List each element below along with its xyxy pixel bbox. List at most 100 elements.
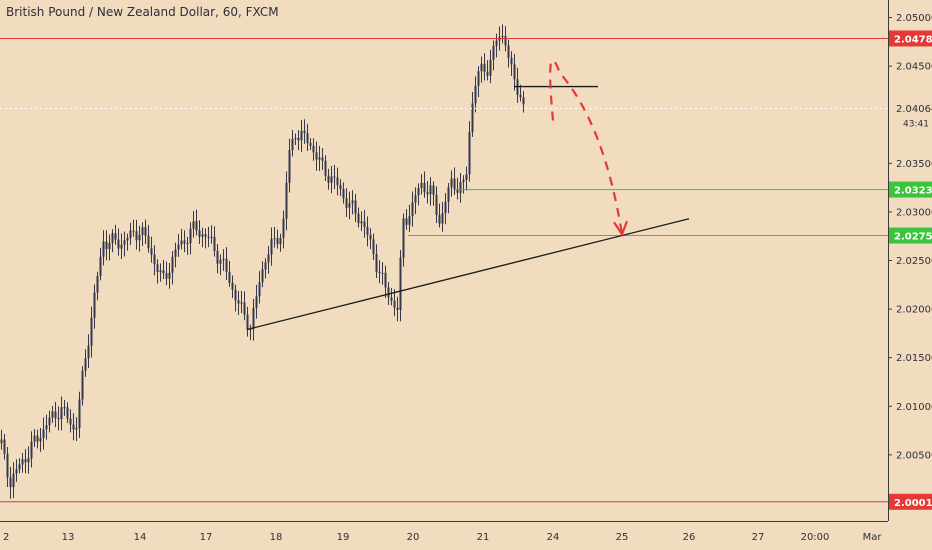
candle-body	[15, 469, 18, 474]
candle-body	[144, 227, 147, 236]
candle-body	[36, 435, 39, 442]
candle-body	[336, 177, 339, 185]
time-tick-label: 20	[407, 532, 420, 543]
candle-body	[75, 427, 78, 430]
candle-body	[420, 182, 423, 188]
candle-body	[186, 243, 189, 245]
candle-body	[3, 439, 6, 454]
candle-body	[438, 214, 441, 224]
candle-body	[225, 258, 228, 272]
price-tick-label: 2.03000	[896, 207, 932, 218]
candle-body	[495, 40, 498, 46]
price-tick-label: 2.00500	[896, 450, 932, 461]
candle-body	[21, 459, 24, 465]
time-tick-label: 27	[752, 532, 765, 543]
candle-body	[117, 239, 120, 249]
time-tick-label: 17	[200, 532, 213, 543]
candle-body	[501, 36, 504, 38]
candle-body	[192, 221, 195, 229]
candle-body	[411, 202, 414, 217]
candle-body	[252, 307, 255, 330]
candle-body	[33, 435, 36, 442]
candle-body	[96, 276, 99, 293]
candle-body	[351, 200, 354, 204]
time-tick-label: 26	[683, 532, 696, 543]
candle-body	[519, 94, 522, 98]
candle-body	[0, 439, 3, 444]
candle-body	[447, 187, 450, 202]
candle-body	[375, 254, 378, 272]
candle-body	[9, 477, 12, 488]
candle-body	[195, 221, 198, 231]
candle-body	[246, 314, 249, 330]
candle-body	[54, 411, 57, 419]
candle-body	[339, 184, 342, 190]
candle-body	[474, 85, 477, 104]
candle-body	[363, 221, 366, 227]
projection-path[interactable]	[549, 59, 624, 235]
candle-body	[255, 296, 258, 308]
candle-body	[318, 157, 321, 160]
candle-body	[123, 240, 126, 245]
candle-body	[165, 273, 168, 279]
price-tick-label: 2.01000	[896, 402, 932, 413]
trendline[interactable]	[246, 218, 690, 331]
candle-body	[60, 407, 63, 420]
price-badge-label: 2.04785	[894, 34, 932, 45]
candle-body	[180, 240, 183, 245]
candle-body	[222, 258, 225, 260]
price-badge	[889, 181, 932, 198]
bar-countdown: 43:41	[903, 120, 929, 130]
candle-body	[462, 179, 465, 182]
candle-body	[522, 97, 525, 105]
candle-body	[306, 133, 309, 144]
candle-body	[435, 194, 438, 215]
price-axis[interactable]	[888, 0, 932, 550]
candle-body	[507, 45, 510, 58]
candle-body	[279, 237, 282, 245]
candle-body	[30, 441, 33, 459]
candle-body	[396, 307, 399, 310]
candle-body	[159, 270, 162, 273]
candle-body	[63, 407, 66, 409]
price-tick-label: 2.04500	[896, 62, 932, 73]
candle-body	[471, 103, 474, 132]
candle-body	[297, 138, 300, 141]
candle-body	[57, 418, 60, 420]
candle-body	[480, 63, 483, 72]
candle-body	[333, 176, 336, 178]
candle-body	[156, 264, 159, 273]
price-badge-label: 2.00017	[894, 498, 932, 509]
candle-body	[183, 240, 186, 244]
candle-body	[513, 64, 516, 80]
candle-body	[489, 59, 492, 76]
candle-body	[138, 234, 141, 241]
candle-body	[129, 230, 132, 239]
candle-body	[303, 130, 306, 134]
candle-body	[132, 230, 135, 232]
candle-body	[162, 270, 165, 274]
time-tick-label: 13	[62, 532, 75, 543]
candle-body	[66, 407, 69, 419]
candle-body	[417, 187, 420, 196]
candle-body	[315, 152, 318, 160]
candle-body	[135, 231, 138, 241]
candle-body	[102, 241, 105, 257]
candle-body	[360, 221, 363, 224]
candle-body	[231, 282, 234, 290]
candle-body	[405, 218, 408, 225]
candle-body	[465, 174, 468, 180]
candle-body	[444, 201, 447, 214]
candle-body	[504, 36, 507, 46]
price-badge-label: 2.02757	[894, 232, 932, 243]
candle-body	[264, 262, 267, 270]
candle-body	[201, 234, 204, 237]
time-tick-label: 25	[616, 532, 629, 543]
candle-body	[198, 230, 201, 237]
candle-body	[243, 302, 246, 315]
time-tick-label: 19	[337, 532, 350, 543]
candle-body	[453, 178, 456, 190]
candle-body	[372, 239, 375, 255]
candle-body	[174, 249, 177, 257]
